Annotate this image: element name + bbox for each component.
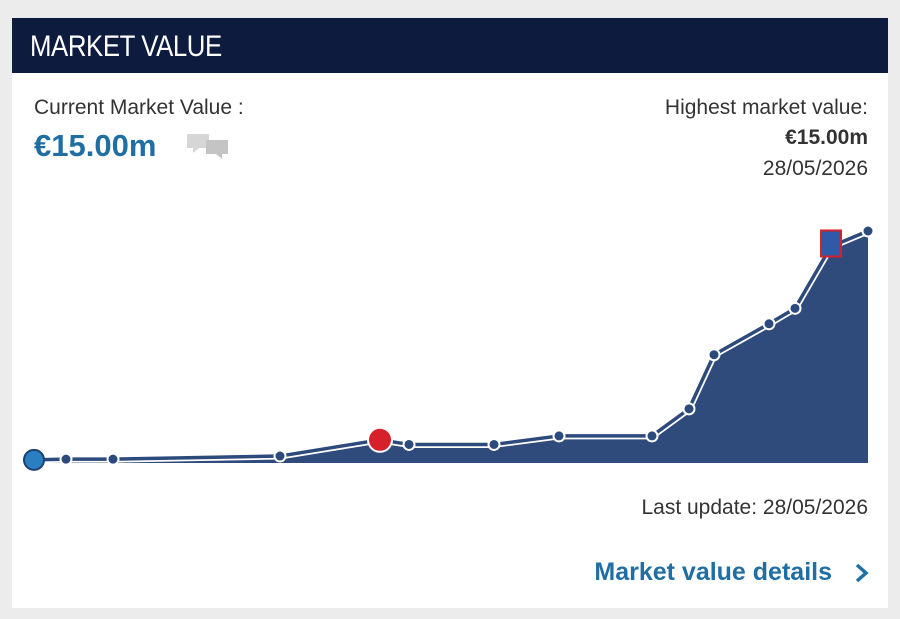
- highest-value: €15.00m: [785, 126, 868, 149]
- club-logo-point: [23, 448, 45, 471]
- point: [106, 452, 120, 466]
- point: [682, 402, 696, 416]
- chevron[interactable]: [854, 562, 870, 584]
- area: [34, 231, 868, 463]
- club-logo-point: [820, 229, 842, 258]
- header-title: MARKET VALUE: [30, 30, 222, 63]
- point: [861, 224, 875, 238]
- chart: [23, 224, 875, 471]
- point: [273, 449, 287, 463]
- point: [552, 429, 566, 443]
- comment-icon[interactable]: [186, 132, 230, 162]
- current-value: €15.00m: [34, 128, 157, 163]
- point: [487, 437, 501, 451]
- point: [59, 452, 73, 466]
- header: MARKET VALUE: [12, 18, 888, 73]
- point: [645, 429, 659, 443]
- highest-date: 28/05/2026: [762, 157, 868, 180]
- point: [788, 301, 802, 315]
- details-link[interactable]: Market value details: [594, 558, 832, 586]
- club-logo-point: [367, 426, 393, 453]
- point: [707, 348, 721, 362]
- point: [402, 437, 416, 451]
- market-value-card: MARKET VALUE Current Market Value : €15.…: [12, 18, 888, 608]
- last-update: Last update: 28/05/2026: [641, 496, 868, 519]
- current-label: Current Market Value :: [34, 96, 244, 119]
- highest-label: Highest market value:: [664, 96, 868, 119]
- point: [762, 317, 776, 331]
